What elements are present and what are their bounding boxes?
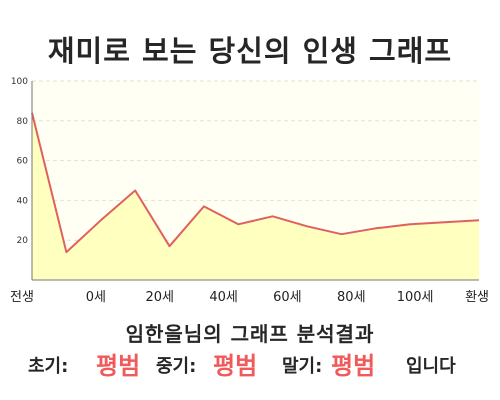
late-label: 말기: xyxy=(282,356,323,377)
series-area-fill xyxy=(32,112,479,280)
series-line xyxy=(31,112,480,254)
y-tick-label: 20 xyxy=(17,236,29,246)
x-tick-label: 전생 xyxy=(10,290,34,305)
y-tick-label: 40 xyxy=(17,196,29,206)
result-subtitle: 임한을님의 그래프 분석결과 xyxy=(125,322,375,346)
y-tick-label: 60 xyxy=(17,157,29,167)
mid-value: 평범 xyxy=(213,352,258,380)
x-tick-label: 80세 xyxy=(337,290,366,305)
x-tick-labels: 전생 0세 20세 40세 60세 80세 100세 환생 xyxy=(10,290,489,305)
early-value: 평범 xyxy=(96,352,141,380)
page-title: 재미로 보는 당신의 인생 그래프 xyxy=(47,34,453,68)
x-tick-label: 100세 xyxy=(397,290,434,305)
result-summary: 초기: 평범 중기: 평범 말기: 평범 입니다 xyxy=(0,344,500,384)
x-tick-label: 환생 xyxy=(465,290,489,305)
y-tick-labels: 20 40 60 80 100 xyxy=(11,77,28,246)
result-suffix: 입니다 xyxy=(406,356,456,377)
y-tick-label: 100 xyxy=(11,77,28,87)
x-tick-label: 40세 xyxy=(209,290,238,305)
y-tick-label: 80 xyxy=(17,117,29,127)
early-label: 초기: xyxy=(28,356,69,377)
x-tick-label: 0세 xyxy=(86,290,106,305)
axes xyxy=(31,81,479,281)
mid-label: 중기: xyxy=(156,356,197,377)
late-value: 평범 xyxy=(331,352,376,380)
x-tick-label: 20세 xyxy=(145,290,174,305)
life-chart: 20 40 60 80 100 전생 0세 20세 40세 60세 80세 100세 환생 xyxy=(10,77,489,305)
x-tick-label: 60세 xyxy=(273,290,302,305)
